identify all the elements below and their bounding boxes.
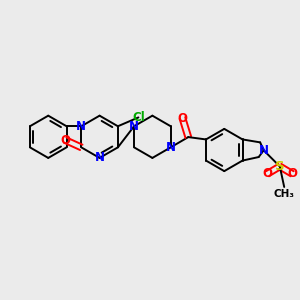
Text: N: N (259, 144, 269, 157)
Text: N: N (76, 120, 86, 133)
Text: O: O (177, 112, 188, 124)
Text: N: N (94, 152, 105, 164)
Text: S: S (275, 160, 285, 173)
Text: O: O (262, 167, 272, 180)
Text: N: N (129, 120, 139, 133)
Text: N: N (166, 141, 176, 154)
Text: O: O (287, 167, 297, 180)
Text: CH₃: CH₃ (274, 189, 295, 199)
Text: O: O (60, 134, 70, 146)
Text: Cl: Cl (132, 111, 145, 124)
